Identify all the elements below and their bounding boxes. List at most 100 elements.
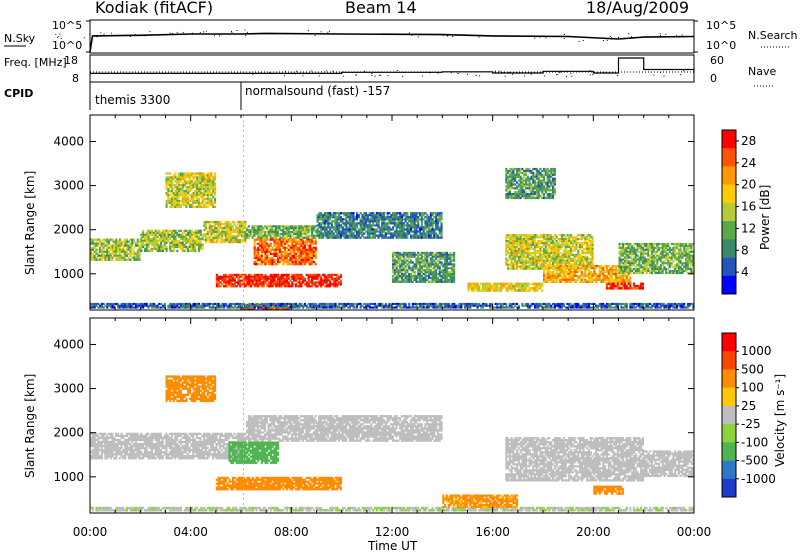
power-cell: [431, 212, 434, 215]
power-cell: [196, 231, 199, 234]
power-cell: [241, 273, 244, 276]
power-cell: [213, 236, 216, 240]
power-cell: [406, 234, 409, 237]
power-cell: [438, 306, 441, 309]
power-cell: [205, 224, 208, 228]
power-cell: [274, 236, 277, 239]
power-cell: [172, 184, 175, 187]
noise-search-dot: [129, 36, 131, 37]
power-cell: [449, 257, 452, 260]
power-cell: [285, 263, 288, 266]
power-cell: [126, 258, 129, 261]
power-cell: [573, 306, 576, 309]
power-cell: [528, 282, 531, 286]
power-cell: [143, 237, 146, 240]
power-cell: [298, 246, 301, 249]
power-cell: [658, 302, 661, 305]
power-cell: [428, 265, 431, 268]
power-cell: [309, 225, 312, 228]
power-cell: [208, 234, 211, 238]
power-cell: [143, 239, 146, 242]
power-cell: [264, 302, 267, 305]
power-cell: [447, 271, 450, 274]
power-cell: [537, 302, 540, 305]
power-cell: [413, 216, 416, 219]
power-cell: [100, 252, 103, 255]
power-cell: [307, 277, 310, 280]
power-cell: [165, 229, 168, 232]
power-cell: [277, 273, 280, 276]
power-cell: [534, 287, 537, 290]
power-cell: [449, 276, 452, 280]
power-cell: [223, 304, 226, 307]
power-cell: [264, 250, 267, 253]
power-cell: [600, 304, 603, 307]
power-cell: [228, 281, 231, 284]
power-cell: [505, 251, 508, 255]
power-cell: [429, 216, 432, 219]
power-cell: [274, 232, 277, 236]
noise-sky-line: [89, 32, 695, 52]
power-cell: [404, 218, 407, 221]
power-cell: [311, 281, 314, 284]
power-cell: [388, 220, 391, 223]
power-cell: [165, 201, 168, 205]
power-cell: [302, 227, 305, 230]
power-cell: [131, 302, 134, 305]
power-cell: [487, 284, 490, 288]
power-echo-region: [392, 251, 456, 283]
power-cell: [530, 243, 533, 247]
power-cell: [147, 241, 150, 244]
power-cell: [192, 178, 195, 181]
power-cell: [314, 275, 317, 278]
power-cell: [277, 256, 280, 260]
power-cell: [237, 283, 240, 286]
power-cell: [523, 267, 526, 270]
power-cell: [251, 275, 254, 278]
power-cell: [293, 254, 296, 258]
power-cell: [282, 279, 285, 282]
power-cell: [262, 236, 265, 239]
power-cell: [212, 240, 215, 244]
power-cell: [226, 222, 229, 226]
power-cell: [302, 225, 305, 228]
power-cell: [512, 234, 515, 237]
power-cell: [444, 259, 447, 262]
power-cell: [260, 283, 263, 286]
power-cell: [298, 304, 301, 307]
power-cell: [259, 279, 262, 282]
power-cell: [401, 276, 404, 280]
power-cell: [192, 199, 195, 203]
power-cell: [431, 253, 434, 256]
power-cell: [607, 306, 610, 309]
power-cell: [392, 261, 395, 264]
power-cell: [291, 306, 294, 309]
power-cell: [178, 195, 181, 199]
power-cell: [256, 227, 259, 230]
power-cell: [354, 234, 357, 237]
power-cell: [108, 256, 111, 259]
power-cell: [413, 273, 416, 276]
power-cell: [402, 226, 405, 229]
power-cell: [415, 220, 418, 223]
nave-dot: [602, 71, 604, 73]
power-cell: [318, 226, 321, 229]
power-cell: [208, 226, 211, 230]
power-cell: [537, 245, 540, 249]
noise-search-dot: [214, 35, 215, 37]
power-cell: [302, 244, 305, 247]
power-cell: [228, 240, 231, 244]
power-cell: [318, 230, 321, 233]
power-cell: [539, 302, 542, 305]
power-cell: [262, 277, 265, 280]
power-cell: [93, 242, 96, 245]
power-cell: [390, 214, 393, 217]
power-cell: [386, 228, 389, 231]
power-cell: [253, 250, 256, 253]
power-cell: [278, 244, 281, 247]
power-cell: [174, 195, 177, 199]
power-cell: [296, 246, 299, 249]
power-cell: [169, 237, 172, 240]
power-cell: [210, 199, 213, 203]
power-cell: [586, 302, 589, 305]
